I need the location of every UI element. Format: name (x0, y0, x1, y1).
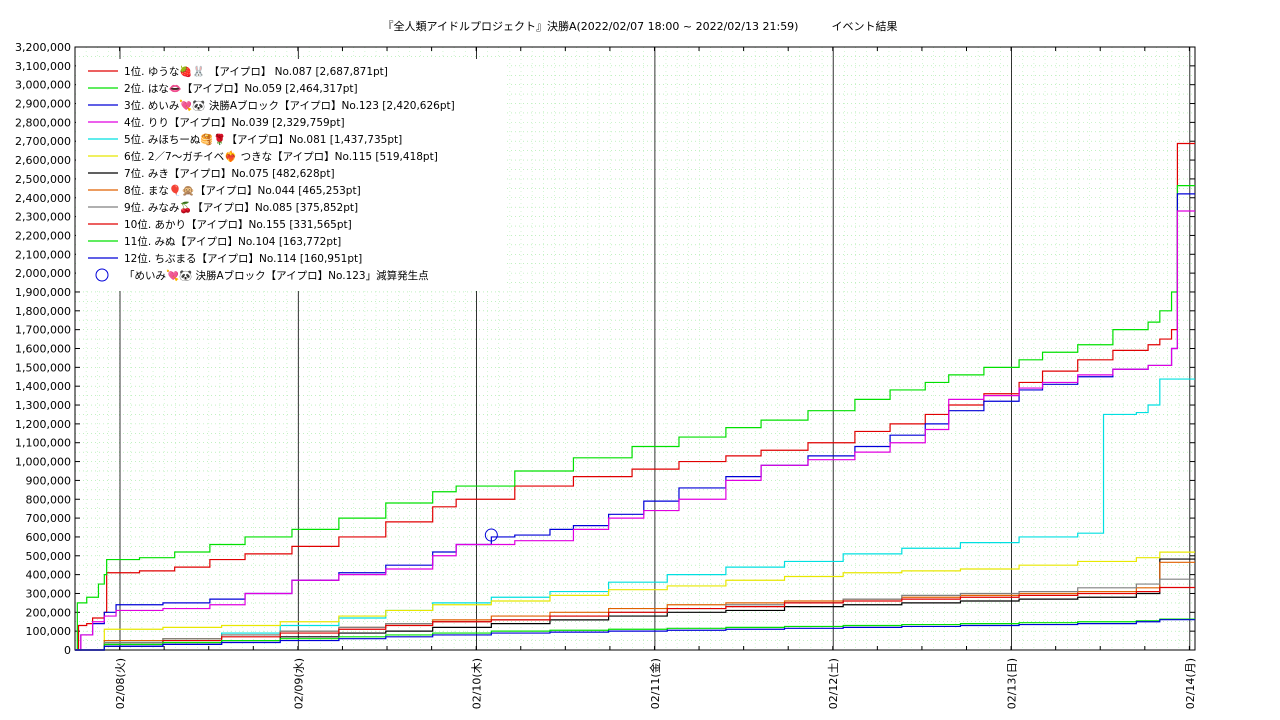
y-tick-label: 1,400,000 (15, 380, 71, 393)
y-tick-label: 900,000 (26, 474, 72, 487)
y-tick-label: 1,100,000 (15, 437, 71, 450)
x-tick-label: 02/08(火) (114, 658, 127, 709)
y-tick-label: 600,000 (26, 531, 72, 544)
legend-label: 1位. ゆうな🍓🐰 【アイプロ】 No.087 [2,687,871pt] (124, 65, 388, 78)
y-tick-label: 0 (64, 644, 71, 657)
y-tick-label: 2,900,000 (15, 98, 71, 111)
y-tick-label: 1,600,000 (15, 343, 71, 356)
y-tick-label: 3,000,000 (15, 79, 71, 92)
series-line-4 (75, 210, 1195, 651)
y-tick-label: 1,500,000 (15, 361, 71, 374)
legend-label: 7位. みき【アイプロ】No.075 [482,628pt] (124, 167, 335, 180)
series-line-6 (75, 551, 1195, 651)
series-line-12 (75, 619, 1195, 651)
y-tick-label: 300,000 (26, 587, 72, 600)
y-tick-label: 2,200,000 (15, 229, 71, 242)
series-line-10 (75, 586, 1195, 651)
legend-marker-swatch (95, 268, 109, 282)
legend-label: 4位. りり【アイプロ】No.039 [2,329,759pt] (124, 116, 345, 129)
y-tick-label: 1,700,000 (15, 324, 71, 337)
y-tick-label: 400,000 (26, 569, 72, 582)
legend-label: 5位. みほちーぬ🥞🌹【アイプロ】No.081 [1,437,735pt] (124, 133, 402, 146)
y-tick-label: 2,800,000 (15, 116, 71, 129)
y-tick-label: 2,500,000 (15, 173, 71, 186)
legend-label: 12位. ちぶまる【アイプロ】No.114 [160,951pt] (124, 252, 362, 265)
legend-label: 8位. まな🎈🙊【アイプロ】No.044 [465,253pt] (124, 184, 361, 197)
series-line-2 (75, 185, 1195, 651)
x-tick-label: 02/10(木) (471, 658, 484, 709)
legend-box (76, 59, 506, 291)
series-line-11 (75, 618, 1195, 651)
y-tick-label: 800,000 (26, 493, 72, 506)
y-tick-label: 1,300,000 (15, 399, 71, 412)
y-tick-label: 700,000 (26, 512, 72, 525)
y-tick-label: 3,200,000 (15, 41, 71, 54)
y-tick-label: 2,000,000 (15, 267, 71, 280)
x-tick-label: 02/14(月) (1184, 658, 1197, 709)
chart-title: 『全人類アイドルプロジェクト』決勝A(2022/02/07 18:00 ~ 20… (382, 20, 898, 33)
legend-label: 6位. 2／7〜ガチイベ❤️‍🔥 つきな【アイプロ】No.115 [519,41… (124, 150, 438, 163)
y-tick-label: 2,400,000 (15, 192, 71, 205)
y-tick-label: 1,000,000 (15, 456, 71, 469)
y-tick-label: 2,700,000 (15, 135, 71, 148)
legend-label: 「めいみ💘🐼 決勝Aブロック【アイプロ】No.123」減算発生点 (124, 269, 429, 282)
y-tick-label: 3,100,000 (15, 60, 71, 73)
x-tick-label: 02/12(土) (827, 658, 840, 709)
series-lines (75, 142, 1195, 651)
y-tick-label: 1,900,000 (15, 286, 71, 299)
x-tick-label: 02/13(日) (1006, 658, 1019, 709)
deduction-marker (484, 528, 498, 542)
legend-label: 9位. みなみ🍒【アイプロ】No.085 [375,852pt] (124, 201, 358, 214)
legend-label: 11位. みぬ【アイプロ】No.104 [163,772pt] (124, 235, 341, 248)
legend-label: 2位. はな👄【アイプロ】No.059 [2,464,317pt] (124, 82, 358, 95)
legend-label: 3位. めいみ💘🐼 決勝Aブロック【アイプロ】No.123 [2,420,626… (124, 99, 455, 112)
legend: 1位. ゆうな🍓🐰 【アイプロ】 No.087 [2,687,871pt] 2位.… (76, 59, 506, 291)
y-tick-label: 100,000 (26, 625, 72, 638)
markers (484, 528, 498, 542)
y-tick-label: 200,000 (26, 606, 72, 619)
x-tick-label: 02/09(水) (292, 658, 305, 709)
y-tick-label: 1,200,000 (15, 418, 71, 431)
y-tick-label: 1,800,000 (15, 305, 71, 318)
y-tick-label: 2,300,000 (15, 211, 71, 224)
y-tick-label: 2,100,000 (15, 248, 71, 261)
series-line-1 (75, 142, 1195, 651)
legend-label: 10位. あかり【アイプロ】No.155 [331,565pt] (124, 218, 352, 231)
y-tick-label: 2,600,000 (15, 154, 71, 167)
x-tick-label: 02/11(金) (648, 658, 662, 709)
series-line-5 (75, 378, 1195, 651)
y-tick-label: 500,000 (26, 550, 72, 563)
